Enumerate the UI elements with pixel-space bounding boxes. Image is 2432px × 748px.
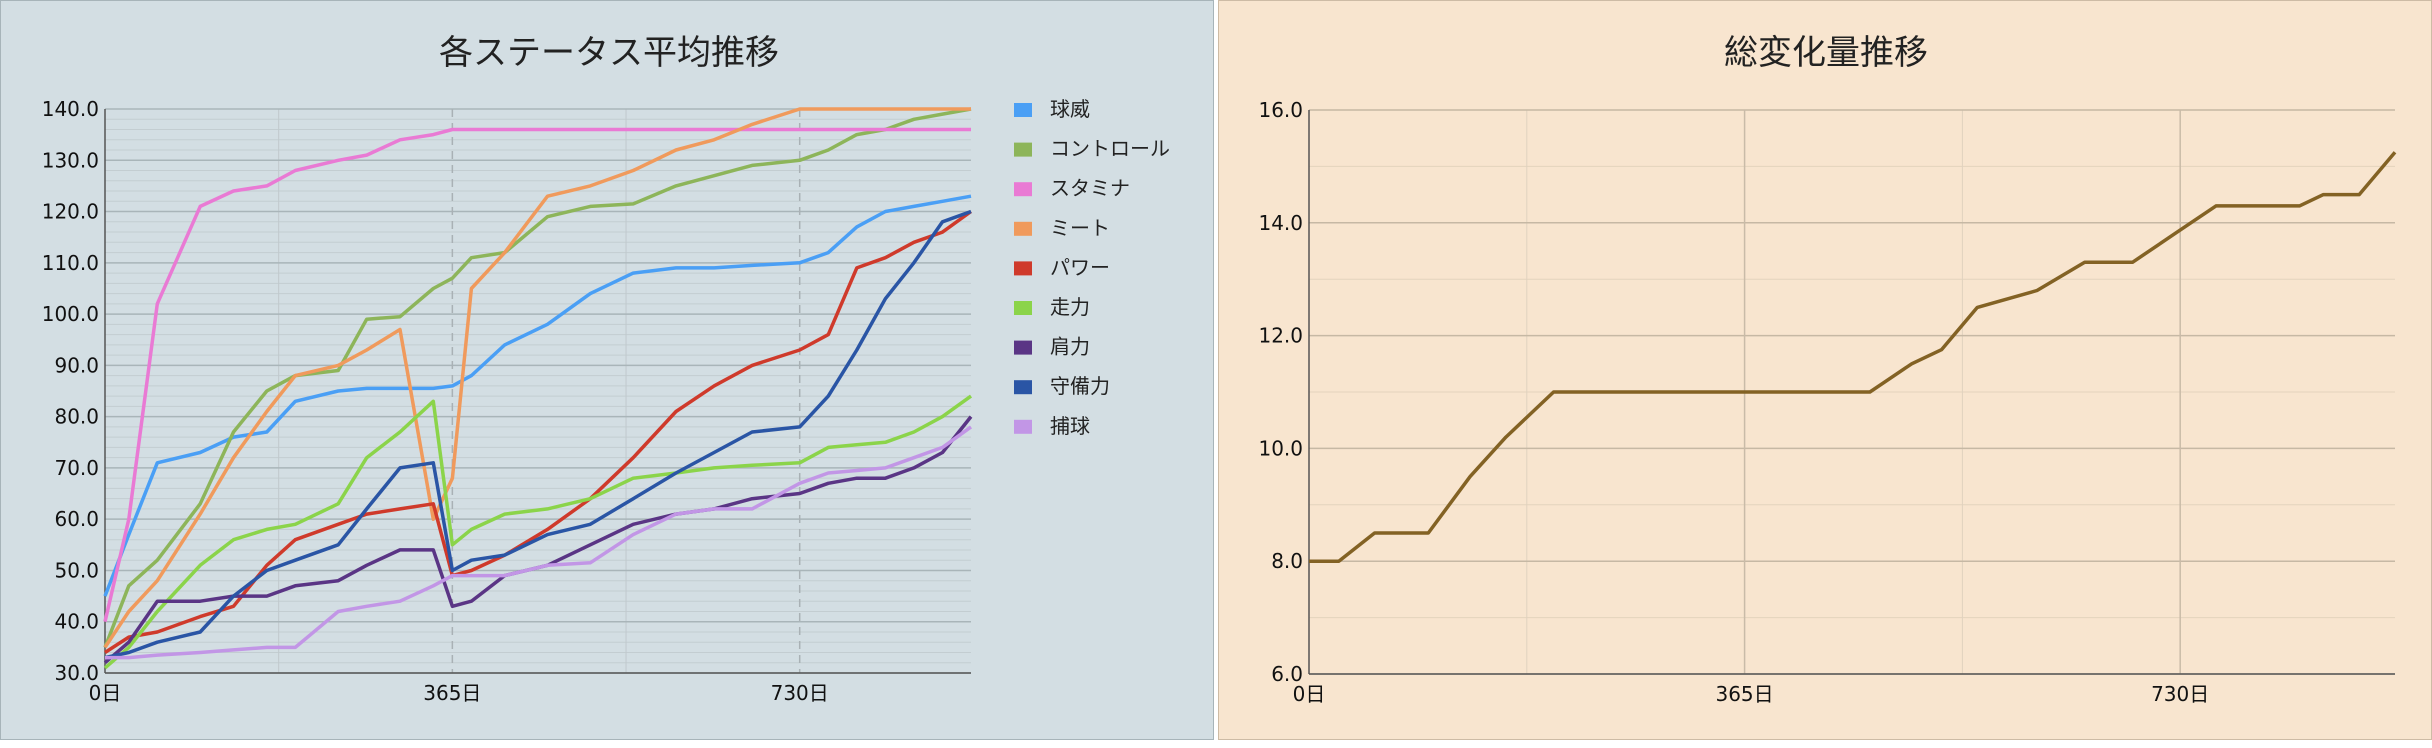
legend-label: ミート xyxy=(1050,216,1110,240)
legend-swatch xyxy=(1014,221,1032,236)
series-line-4 xyxy=(103,107,971,649)
y-tick-label: 16.0 xyxy=(1258,98,1303,122)
legend-label: 球威 xyxy=(1050,97,1090,121)
y-tick-label: 140.0 xyxy=(42,97,99,121)
y-tick-label: 100.0 xyxy=(42,302,99,326)
y-tick-label: 110.0 xyxy=(42,251,99,275)
status-average-panel: 各ステータス平均推移 30.0 40.0 50.0 60.0 70.0 80.0 90.0 10… xyxy=(0,0,1214,740)
chart-title: 総変化量推移 xyxy=(1724,33,1928,73)
legend-swatch xyxy=(1014,301,1032,315)
legend-swatch xyxy=(1014,142,1032,157)
chart-title: 各ステータス平均推移 xyxy=(439,33,779,73)
y-tick-label: 50.0 xyxy=(54,558,99,582)
y-tick-label: 30.0 xyxy=(54,661,99,685)
series-line-1 xyxy=(1309,151,2397,563)
y-tick-label: 12.0 xyxy=(1258,324,1303,348)
status-average-chart: 各ステータス平均推移 30.0 40.0 50.0 60.0 70.0 80.0 90.0 10… xyxy=(42,33,1170,705)
legend-swatch xyxy=(1014,261,1032,276)
y-tick-label: 70.0 xyxy=(54,456,99,480)
y-tick-label: 90.0 xyxy=(54,353,99,377)
total-change-chart: 総変化量推移 6.0 8.0 10.0 12.0 14.0 16.0 0日 365日 730日 xyxy=(1258,33,2397,706)
series-line-6 xyxy=(103,394,973,670)
x-tick-label: 0日 xyxy=(89,681,122,705)
y-tick-label: 130.0 xyxy=(42,148,99,172)
series-line-1 xyxy=(103,194,972,597)
legend-label: 捕球 xyxy=(1050,414,1090,438)
series-line-9 xyxy=(105,425,973,660)
legend-label: パワー xyxy=(1050,255,1110,279)
x-tick-label: 730日 xyxy=(771,681,829,705)
x-tick-label: 365日 xyxy=(423,681,481,705)
y-tick-label: 14.0 xyxy=(1258,211,1303,235)
y-tick-label: 6.0 xyxy=(1271,662,1303,686)
y-tick-label: 60.0 xyxy=(54,507,99,531)
legend-swatch xyxy=(1014,103,1032,117)
y-tick-label: 8.0 xyxy=(1271,549,1303,573)
series-line-8 xyxy=(104,209,972,660)
y-tick-label: 80.0 xyxy=(54,405,99,429)
legend-label: スタミナ xyxy=(1050,176,1130,200)
x-tick-label: 0日 xyxy=(1293,682,1326,706)
legend-swatch xyxy=(1014,380,1032,395)
legend-swatch xyxy=(1014,182,1032,197)
legend-label: コントロール xyxy=(1050,137,1170,161)
legend-label: 守備力 xyxy=(1050,374,1110,398)
y-tick-label: 120.0 xyxy=(42,200,99,224)
legend-swatch xyxy=(1014,340,1032,355)
y-tick-label: 10.0 xyxy=(1258,436,1303,460)
y-tick-label: 40.0 xyxy=(54,610,99,634)
legend-label: 走力 xyxy=(1050,295,1090,319)
legend-label: 肩力 xyxy=(1050,335,1090,359)
total-change-panel: 総変化量推移 6.0 8.0 10.0 12.0 14.0 16.0 0日 365日 730日 xyxy=(1218,0,2432,740)
legend-swatch xyxy=(1014,419,1032,434)
series-line-3 xyxy=(103,127,971,623)
x-tick-label: 365日 xyxy=(1715,682,1773,706)
x-tick-label: 730日 xyxy=(2151,682,2209,706)
